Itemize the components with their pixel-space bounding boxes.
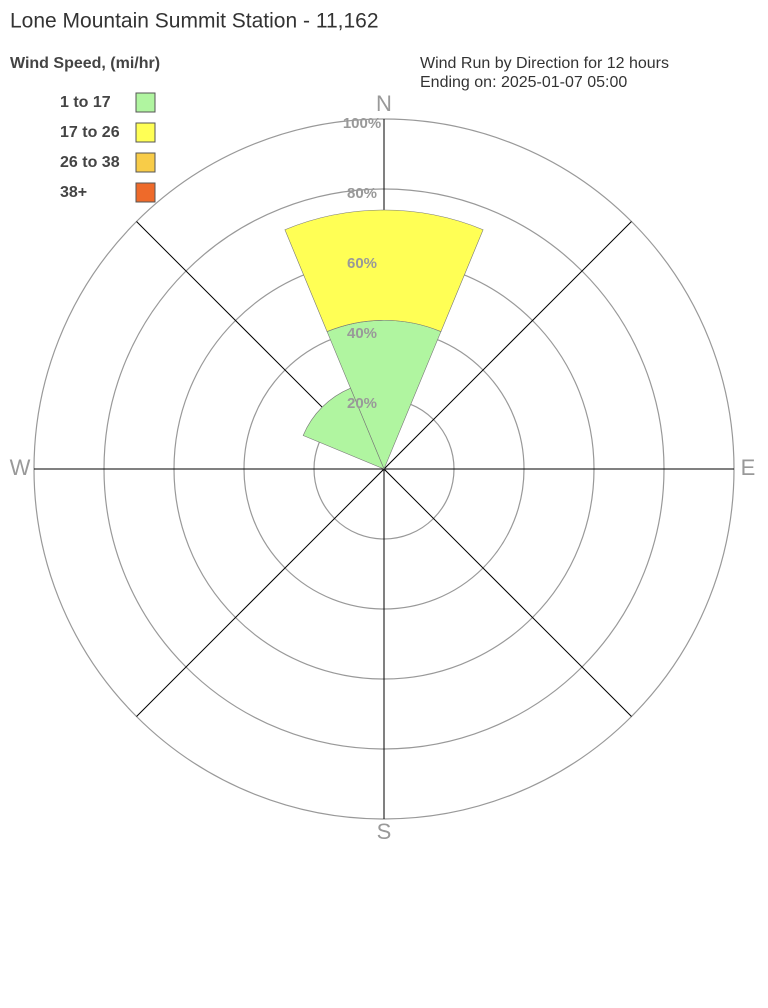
r-tick-label: 60% [347,255,377,272]
direction-label: W [10,455,31,480]
sector [302,387,385,470]
direction-label: S [377,819,392,844]
legend-swatch [135,182,156,203]
legend-label: 26 to 38 [60,154,120,171]
legend-swatch [135,152,156,173]
subtitle: Wind Run by Direction for 12 hours [420,55,669,72]
r-tick-label: 100% [343,115,381,132]
legend-swatch [135,122,156,143]
direction-label: E [741,455,756,480]
r-tick-label: 20% [347,395,377,412]
subtitle: Ending on: 2025-01-07 05:00 [420,74,627,91]
direction-label: N [376,91,392,116]
r-tick-label: 80% [347,185,377,202]
legend-label: 38+ [60,184,87,201]
chart-title: Lone Mountain Summit Station - 11,162 [10,10,379,33]
r-tick-label: 40% [347,325,377,342]
legend-label: 1 to 17 [60,94,111,111]
legend-title: Wind Speed, (mi/hr) [10,55,160,72]
legend-swatch [135,92,156,113]
sector [284,209,484,332]
legend-label: 17 to 26 [60,124,120,141]
